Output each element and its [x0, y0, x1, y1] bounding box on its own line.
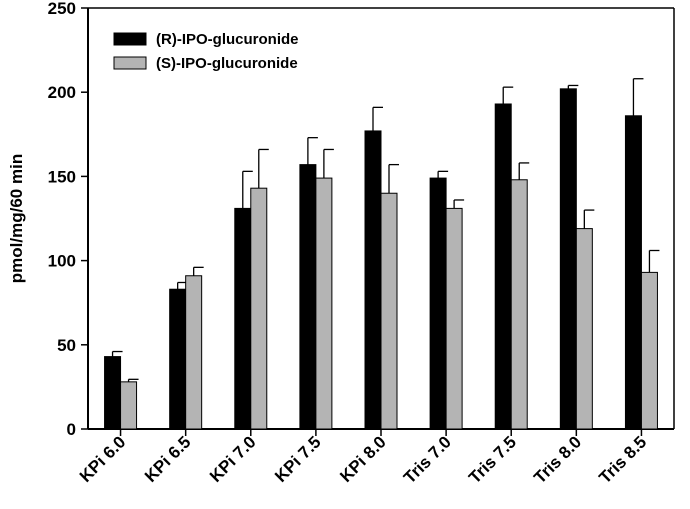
legend-label-r: (R)-IPO-glucuronide: [156, 31, 299, 48]
bar-s: [120, 381, 138, 430]
bar-r: [429, 177, 447, 430]
legend: (R)-IPO-glucuronide (S)-IPO-glucuronide: [113, 31, 299, 72]
bar-r: [364, 130, 382, 430]
x-tick-label: Tris 8.0: [530, 432, 585, 487]
bar-r: [299, 164, 317, 430]
x-tick-label: Tris 7.5: [465, 432, 520, 487]
x-tick-label: KPi 8.0: [336, 432, 390, 486]
bar-r: [559, 88, 577, 430]
bar-s: [185, 275, 203, 430]
bar-r: [494, 103, 512, 430]
y-tick-label: 250: [48, 0, 76, 18]
legend-swatch-r: [113, 32, 147, 46]
bar-r: [234, 207, 252, 430]
x-tick-label: KPi 6.5: [141, 432, 195, 486]
bars: [104, 78, 660, 430]
y-tick-label: 0: [67, 420, 76, 439]
x-ticks: KPi 6.0 KPi 6.5 KPi 7.0 KPi 7.5 KPi 8.0 Tris …: [76, 429, 650, 487]
bar-r: [169, 288, 187, 430]
y-tick-label: 100: [48, 252, 76, 271]
bar-s: [640, 271, 658, 430]
x-tick-label: Tris 7.0: [400, 432, 455, 487]
y-ticks: 0 50 100 150 200 250: [48, 0, 88, 439]
x-tick-label: KPi 7.5: [271, 432, 325, 486]
x-tick-label: KPi 7.0: [206, 432, 260, 486]
bar-r: [624, 115, 642, 430]
bar-s: [315, 177, 333, 430]
legend-label-s: (S)-IPO-glucuronide: [156, 55, 298, 72]
y-axis-label: pmol/mg/60 min: [7, 154, 26, 283]
bar-s: [510, 179, 528, 430]
x-tick-label: Tris 8.5: [595, 432, 650, 487]
bar-s: [250, 187, 268, 430]
y-tick-label: 200: [48, 83, 76, 102]
bar-s: [445, 207, 463, 430]
x-tick-label: KPi 6.0: [76, 432, 130, 486]
bar-s: [380, 192, 398, 430]
bar-r: [104, 356, 122, 430]
bar-s: [575, 228, 593, 430]
y-tick-label: 50: [57, 336, 76, 355]
y-tick-label: 150: [48, 167, 76, 186]
legend-swatch-s: [113, 56, 147, 70]
